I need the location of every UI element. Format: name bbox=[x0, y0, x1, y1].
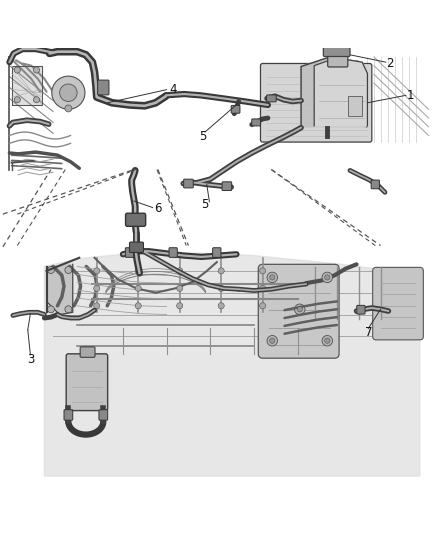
Polygon shape bbox=[44, 253, 420, 476]
Text: 5: 5 bbox=[201, 198, 209, 211]
Text: 4: 4 bbox=[170, 83, 177, 96]
Circle shape bbox=[60, 84, 77, 101]
Circle shape bbox=[270, 338, 275, 343]
Circle shape bbox=[325, 275, 330, 280]
Circle shape bbox=[135, 303, 141, 309]
FancyBboxPatch shape bbox=[357, 305, 365, 314]
Circle shape bbox=[267, 335, 278, 346]
Circle shape bbox=[270, 275, 275, 280]
FancyBboxPatch shape bbox=[169, 248, 177, 257]
Circle shape bbox=[135, 268, 141, 274]
FancyBboxPatch shape bbox=[98, 80, 109, 95]
Circle shape bbox=[260, 268, 266, 274]
Text: 7: 7 bbox=[364, 326, 372, 340]
Text: 5: 5 bbox=[199, 130, 206, 143]
Polygon shape bbox=[12, 66, 42, 105]
Circle shape bbox=[322, 335, 332, 346]
Circle shape bbox=[52, 76, 85, 109]
FancyBboxPatch shape bbox=[213, 248, 221, 257]
Circle shape bbox=[65, 105, 72, 112]
FancyBboxPatch shape bbox=[258, 264, 339, 358]
Circle shape bbox=[33, 67, 39, 73]
Polygon shape bbox=[46, 264, 73, 314]
Bar bbox=[348, 96, 362, 116]
FancyBboxPatch shape bbox=[328, 52, 348, 67]
FancyBboxPatch shape bbox=[323, 46, 350, 56]
Circle shape bbox=[297, 306, 302, 312]
Circle shape bbox=[218, 285, 224, 292]
FancyBboxPatch shape bbox=[252, 119, 261, 126]
Circle shape bbox=[177, 268, 183, 274]
FancyBboxPatch shape bbox=[130, 242, 144, 253]
FancyBboxPatch shape bbox=[261, 63, 372, 142]
Circle shape bbox=[218, 303, 224, 309]
Circle shape bbox=[135, 285, 141, 292]
Circle shape bbox=[33, 96, 39, 103]
Circle shape bbox=[94, 285, 100, 292]
FancyBboxPatch shape bbox=[222, 182, 232, 190]
FancyBboxPatch shape bbox=[99, 410, 108, 420]
Text: 2: 2 bbox=[386, 57, 394, 70]
Text: 3: 3 bbox=[27, 352, 34, 366]
FancyBboxPatch shape bbox=[66, 354, 108, 410]
FancyBboxPatch shape bbox=[371, 180, 379, 189]
FancyBboxPatch shape bbox=[184, 179, 193, 188]
Circle shape bbox=[322, 272, 332, 282]
Ellipse shape bbox=[324, 48, 350, 55]
FancyBboxPatch shape bbox=[125, 248, 134, 257]
FancyBboxPatch shape bbox=[80, 347, 95, 357]
Circle shape bbox=[14, 96, 20, 103]
Circle shape bbox=[94, 268, 100, 274]
Polygon shape bbox=[314, 58, 367, 126]
Text: 1: 1 bbox=[406, 89, 414, 102]
Circle shape bbox=[177, 303, 183, 309]
FancyBboxPatch shape bbox=[64, 410, 73, 420]
FancyBboxPatch shape bbox=[373, 268, 424, 340]
Circle shape bbox=[94, 303, 100, 309]
Circle shape bbox=[294, 304, 305, 314]
Text: 6: 6 bbox=[154, 203, 162, 215]
Polygon shape bbox=[301, 58, 367, 127]
Circle shape bbox=[47, 306, 54, 313]
Circle shape bbox=[260, 285, 266, 292]
Circle shape bbox=[65, 306, 72, 313]
Circle shape bbox=[267, 272, 278, 282]
FancyBboxPatch shape bbox=[231, 106, 240, 113]
Circle shape bbox=[47, 266, 54, 273]
FancyBboxPatch shape bbox=[126, 213, 146, 227]
FancyBboxPatch shape bbox=[267, 95, 276, 102]
Circle shape bbox=[177, 285, 183, 292]
Circle shape bbox=[14, 67, 20, 73]
Circle shape bbox=[65, 266, 72, 273]
Circle shape bbox=[260, 303, 266, 309]
Circle shape bbox=[218, 268, 224, 274]
Circle shape bbox=[325, 338, 330, 343]
